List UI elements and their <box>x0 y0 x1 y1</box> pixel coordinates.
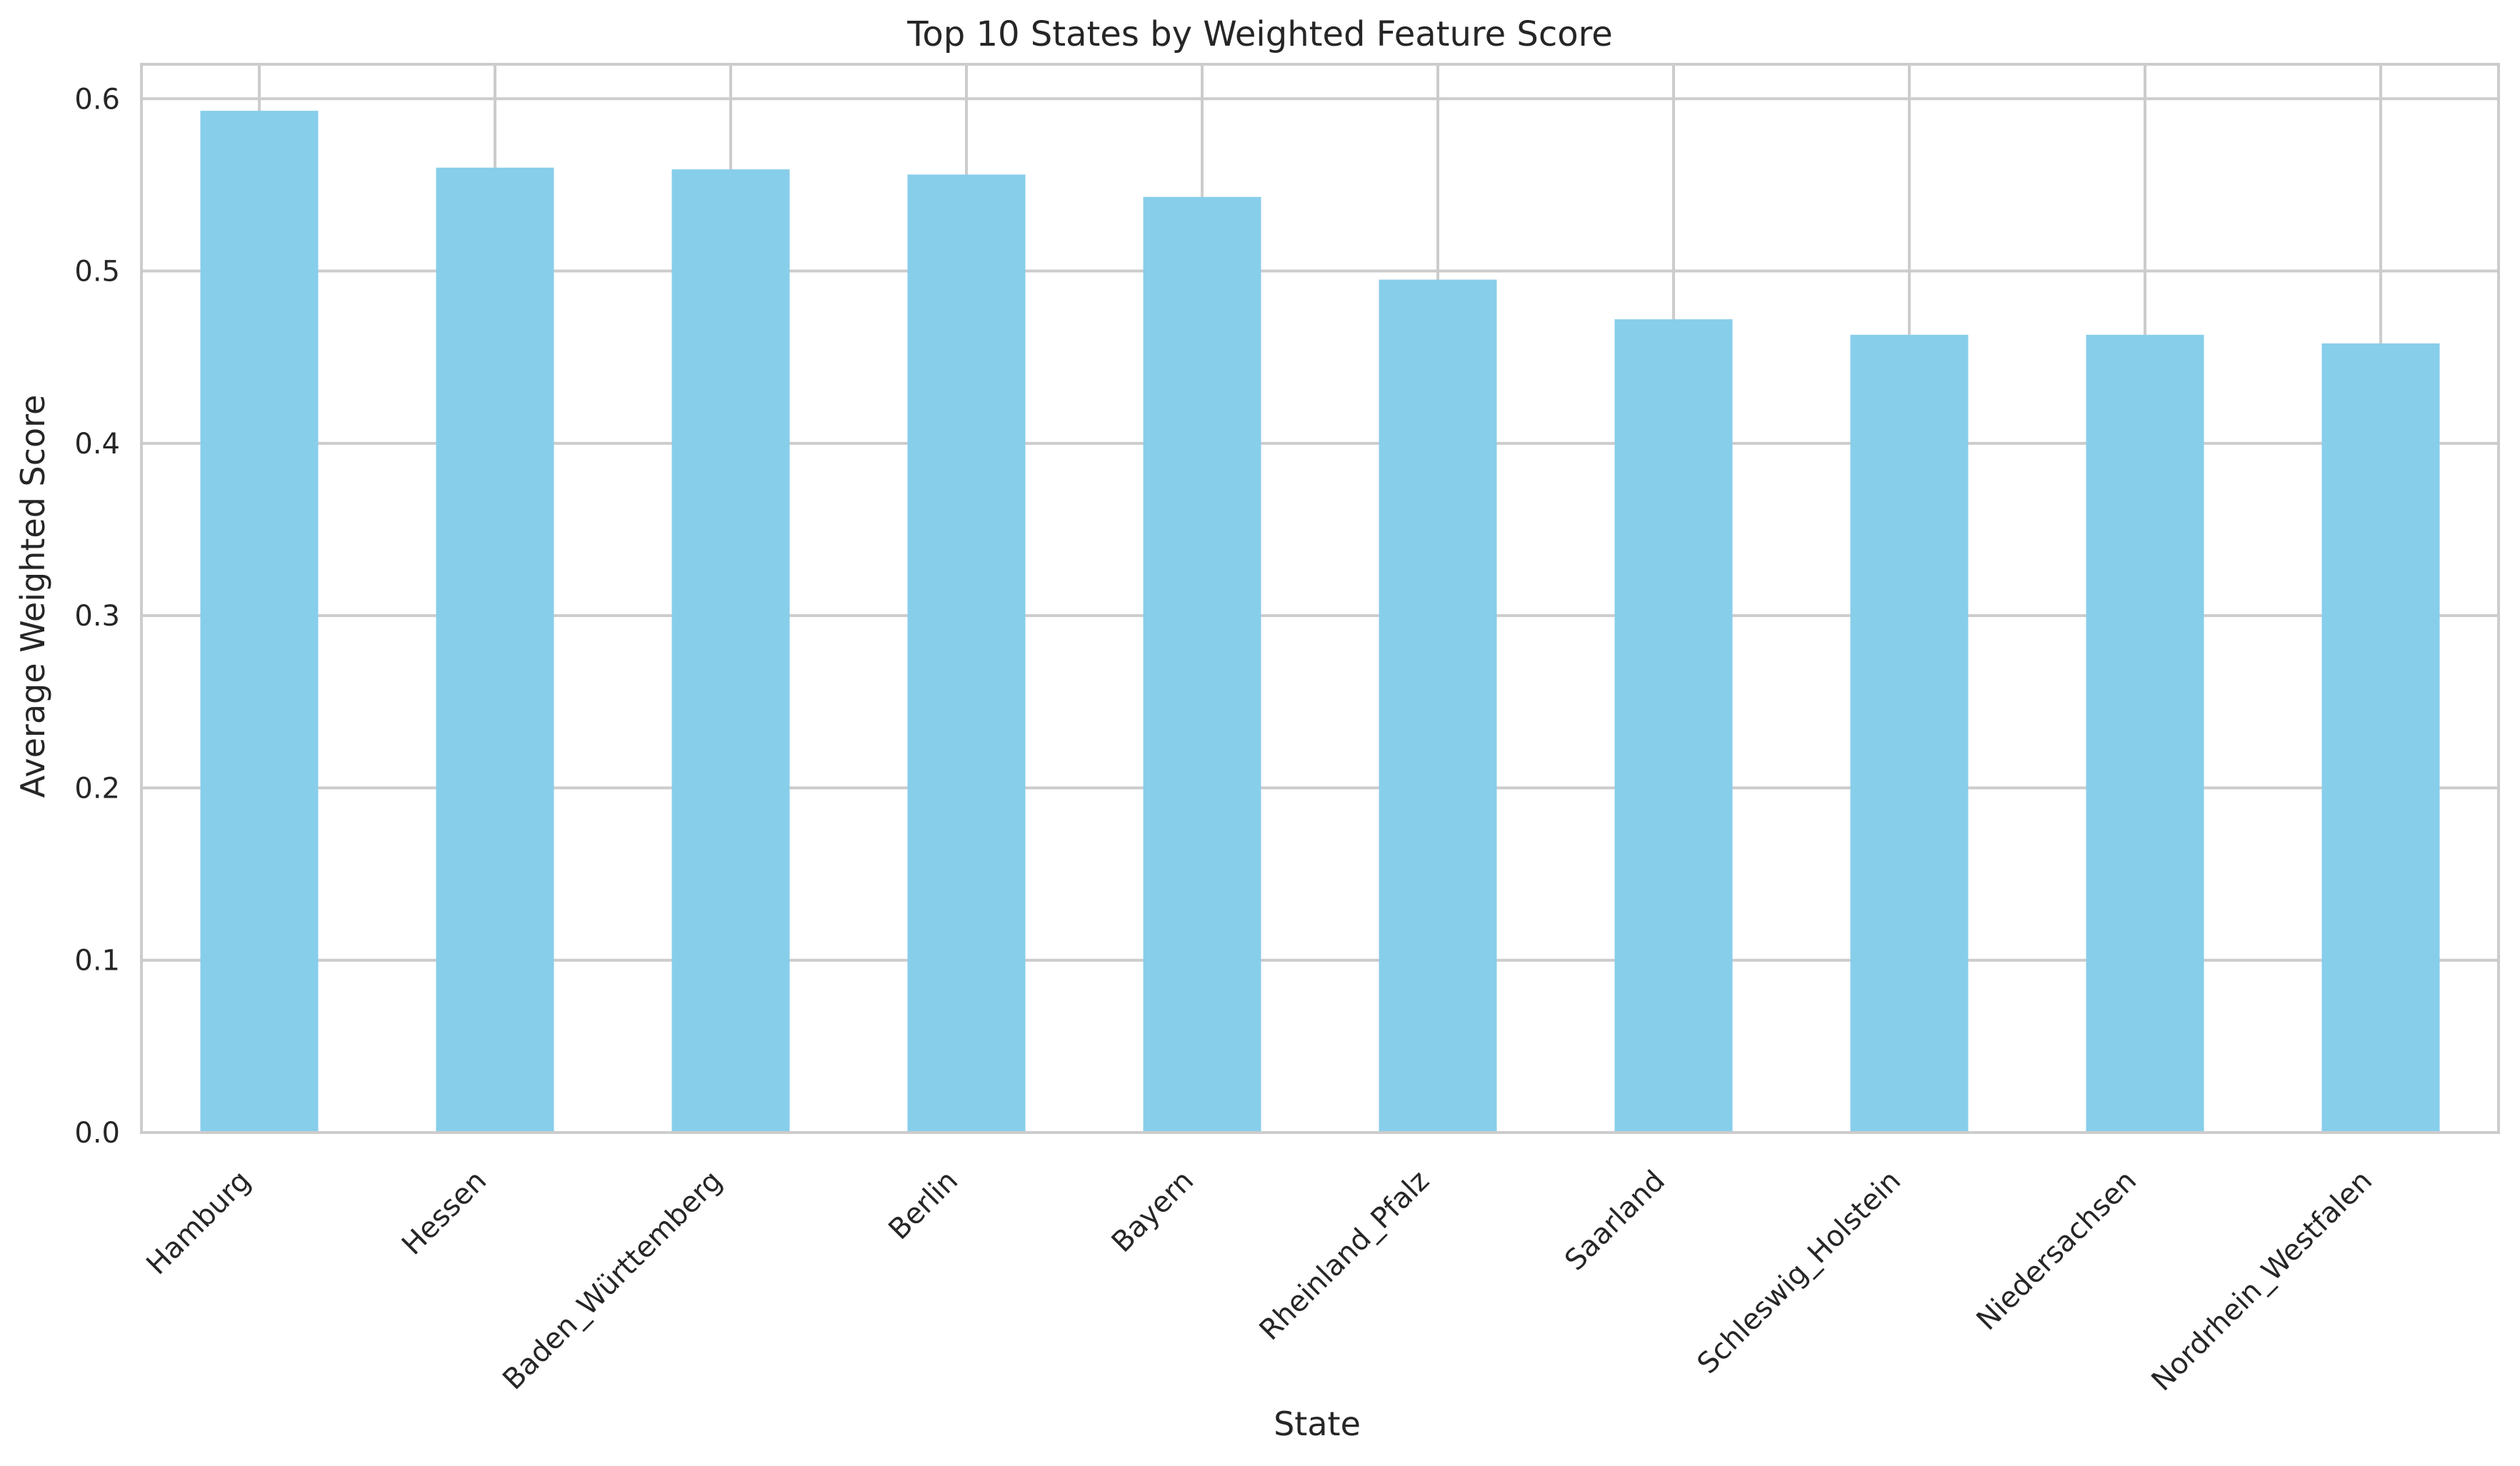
plot-frame <box>140 63 2500 1134</box>
y-tick-label: 0.6 <box>74 83 120 116</box>
bar-bayern <box>1143 196 1261 1133</box>
chart-title: Top 10 States by Weighted Feature Score <box>906 14 1613 54</box>
y-tick-label: 0.4 <box>74 428 120 461</box>
y-tick-label: 0.0 <box>74 1117 120 1150</box>
bar-hamburg <box>200 111 319 1133</box>
bar-hessen <box>436 167 554 1133</box>
y-tick-label: 0.5 <box>74 256 120 288</box>
bar-berlin <box>907 174 1026 1133</box>
y-tick-label: 0.1 <box>74 945 120 978</box>
bars <box>200 111 2440 1133</box>
y-tick-labels: 0.0 0.1 0.2 0.3 0.4 0.5 0.6 <box>74 83 120 1150</box>
bar-baden-w-rttemberg <box>671 169 790 1133</box>
y-axis-label: Average Weighted Score <box>14 395 52 798</box>
y-tick-label: 0.3 <box>74 600 120 633</box>
y-tick-label: 0.2 <box>74 772 120 805</box>
bar-saarland <box>1614 319 1733 1133</box>
bar-nordrhein-westfalen <box>2321 343 2440 1133</box>
bar-niedersachsen <box>2086 334 2204 1133</box>
x-axis-label: State <box>1274 1405 1361 1443</box>
bar-schleswig-holstein <box>1850 334 1969 1133</box>
bar-rheinland-pfalz <box>1379 279 1497 1133</box>
